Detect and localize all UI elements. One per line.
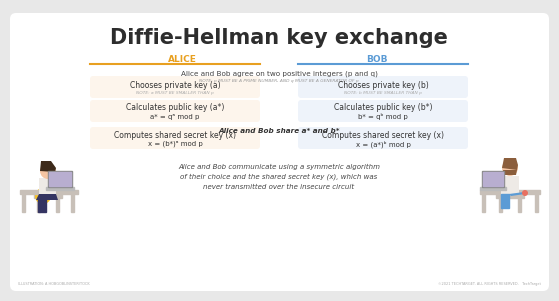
Text: ILLUSTRATION: A HOBGOBLINSTER/TOCK: ILLUSTRATION: A HOBGOBLINSTER/TOCK (18, 282, 90, 286)
Bar (535, 194, 538, 212)
Text: Chooses private key (a): Chooses private key (a) (130, 80, 220, 89)
Bar (518, 198, 521, 212)
Text: x = (b*)ᵃ mod p: x = (b*)ᵃ mod p (148, 141, 202, 147)
Bar (46, 187, 74, 190)
Polygon shape (501, 176, 519, 194)
Text: Computes shared secret key (x): Computes shared secret key (x) (322, 131, 444, 139)
Text: Calculates public key (a*): Calculates public key (a*) (126, 104, 224, 113)
Polygon shape (488, 180, 505, 190)
Bar (48, 171, 72, 187)
Polygon shape (509, 192, 525, 196)
Text: Computes shared secret key (x): Computes shared secret key (x) (114, 131, 236, 139)
Text: BOB: BOB (366, 54, 388, 64)
Bar (482, 194, 485, 212)
Bar (71, 194, 74, 212)
Bar (37, 198, 40, 212)
Bar (480, 187, 506, 190)
Text: Alice and Bob communicate using a symmetric algorithm
of their choice and the sh: Alice and Bob communicate using a symmet… (178, 164, 380, 190)
FancyBboxPatch shape (90, 127, 260, 149)
Text: Calculates public key (b*): Calculates public key (b*) (334, 104, 432, 113)
Text: NOTE: p MUST BE A PRIME NUMBER, AND q MUST BE A GENERATOR OF p: NOTE: p MUST BE A PRIME NUMBER, AND q MU… (199, 79, 359, 83)
Text: Alice and Bob share a* and b*: Alice and Bob share a* and b* (218, 128, 340, 134)
Text: b* = qᵇ mod p: b* = qᵇ mod p (358, 113, 408, 120)
Bar (496, 194, 524, 198)
Bar (49, 172, 71, 186)
FancyBboxPatch shape (90, 76, 260, 98)
Bar (483, 172, 503, 186)
FancyBboxPatch shape (298, 127, 468, 149)
Text: Chooses private key (b): Chooses private key (b) (338, 80, 428, 89)
Text: NOTE: b MUST BE SMALLER THAN p: NOTE: b MUST BE SMALLER THAN p (344, 91, 422, 95)
Polygon shape (502, 158, 518, 170)
Text: a* = qᵃ mod p: a* = qᵃ mod p (150, 114, 200, 120)
FancyBboxPatch shape (298, 100, 468, 122)
Circle shape (502, 160, 518, 176)
Polygon shape (40, 161, 56, 172)
Bar (38, 198, 46, 212)
Bar (501, 194, 509, 208)
Bar (482, 171, 504, 187)
Circle shape (522, 190, 528, 196)
Bar (34, 194, 62, 198)
FancyBboxPatch shape (298, 76, 468, 98)
Bar (56, 198, 59, 212)
Text: ©2021 TECHTARGET. ALL RIGHTS RESERVED.   TechTarget: ©2021 TECHTARGET. ALL RIGHTS RESERVED. T… (438, 282, 541, 286)
FancyBboxPatch shape (10, 13, 549, 291)
Text: Diffie-Hellman key exchange: Diffie-Hellman key exchange (110, 28, 448, 48)
Polygon shape (36, 194, 58, 200)
FancyBboxPatch shape (90, 100, 260, 122)
Text: ALICE: ALICE (168, 54, 196, 64)
Polygon shape (53, 177, 68, 188)
Bar (22, 194, 25, 212)
Bar (20, 190, 78, 194)
Bar (480, 190, 540, 194)
Text: x = (a*)ᵇ mod p: x = (a*)ᵇ mod p (356, 140, 410, 148)
Polygon shape (503, 170, 517, 175)
Circle shape (35, 188, 51, 204)
Bar (499, 198, 502, 212)
Polygon shape (39, 178, 56, 194)
Text: Alice and Bob agree on two positive integers (p and q): Alice and Bob agree on two positive inte… (181, 71, 377, 77)
Circle shape (40, 163, 56, 179)
Text: NOTE: a MUST BE SMALLER THAN p: NOTE: a MUST BE SMALLER THAN p (136, 91, 214, 95)
